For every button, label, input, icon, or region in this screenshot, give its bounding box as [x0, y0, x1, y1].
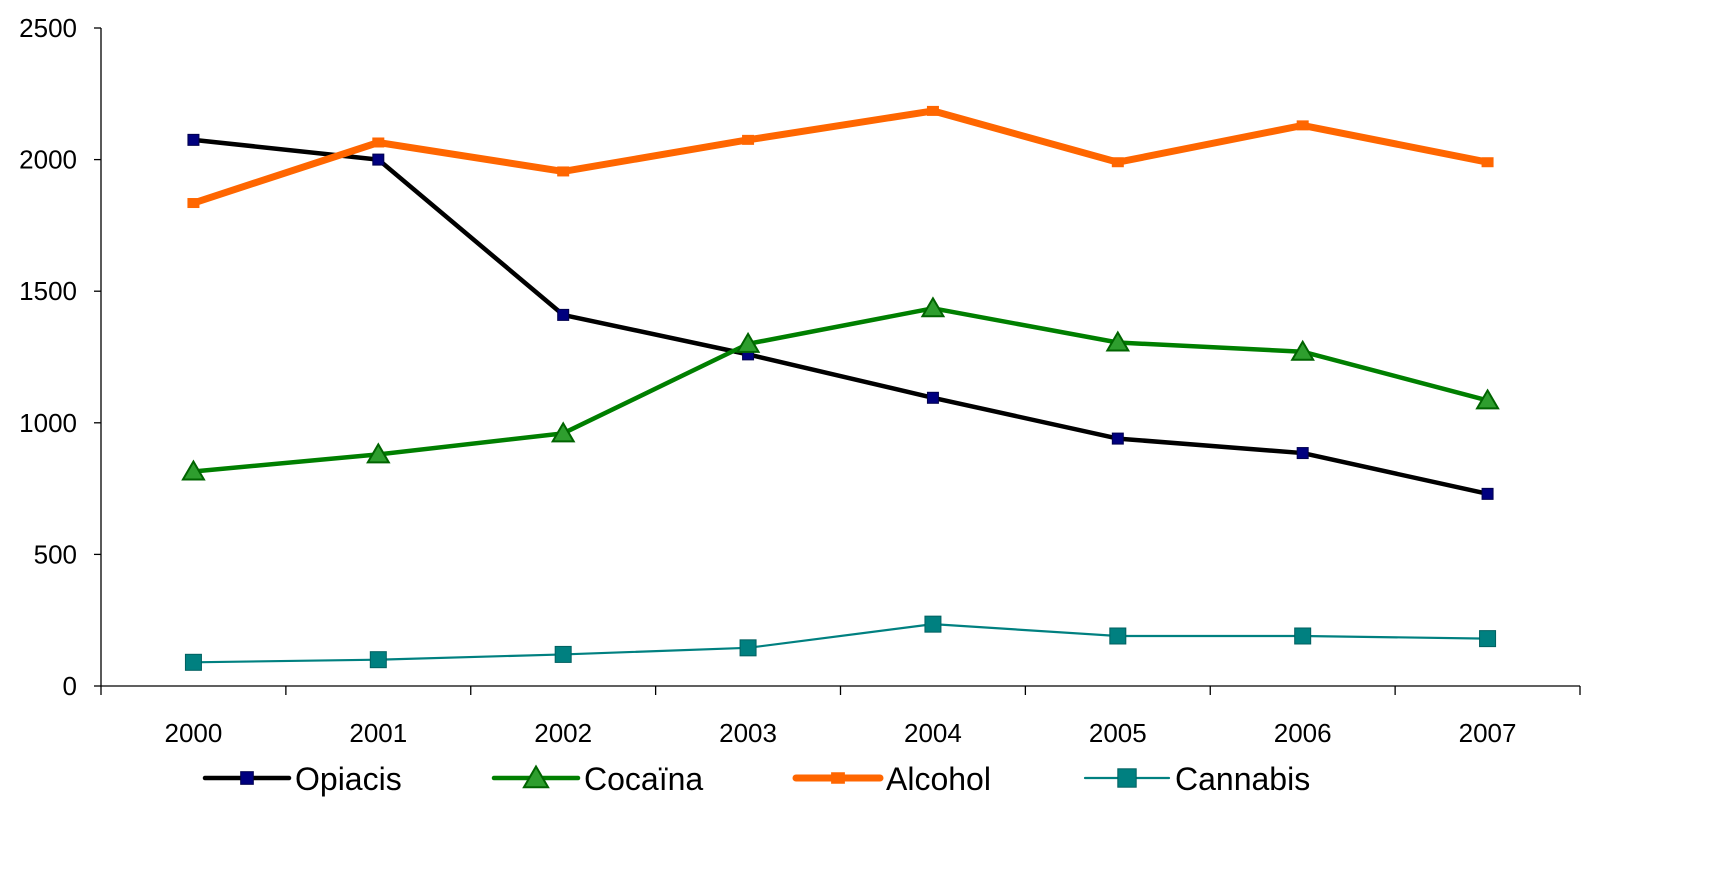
y-tick-label: 2500 [19, 13, 77, 43]
legend-label: Opiacis [295, 761, 402, 797]
data-point-triangle [1290, 339, 1315, 361]
data-point-marker [831, 772, 845, 784]
x-tick-label: 2004 [904, 718, 962, 748]
x-tick-label: 2007 [1459, 718, 1517, 748]
data-point-square [926, 391, 939, 404]
x-tick-label: 2003 [719, 718, 777, 748]
legend-item: Cocaïna [491, 761, 703, 797]
data-point-square [1111, 432, 1124, 445]
data-point-triangle [1105, 330, 1131, 352]
data-point-marker [926, 105, 939, 116]
data-point-triangle [181, 459, 206, 481]
data-point-marker [557, 166, 570, 177]
data-point-square [184, 653, 202, 671]
legend-label: Cannabis [1175, 761, 1310, 797]
legend-item: Alcohol [792, 761, 991, 797]
series-line [192, 623, 1489, 664]
legend-item: Opiacis [202, 761, 402, 797]
x-tick-label: 2000 [165, 718, 223, 748]
x-tick-label: 2006 [1274, 718, 1332, 748]
data-point-square [369, 651, 387, 669]
y-tick-label: 2000 [19, 145, 77, 175]
series-line [189, 107, 1492, 207]
data-point-marker [372, 137, 385, 148]
y-tick-label: 500 [34, 539, 77, 569]
data-point-square [1294, 627, 1312, 645]
data-point-square [1109, 627, 1127, 645]
x-tick-label: 2002 [534, 718, 592, 748]
data-point-square [739, 639, 757, 657]
data-point-marker [1481, 157, 1494, 168]
y-tick-label: 1500 [19, 276, 77, 306]
y-tick-label: 0 [63, 671, 77, 701]
data-point-square [1296, 447, 1309, 460]
data-point-square [187, 133, 200, 146]
series-layer [181, 105, 1500, 671]
data-point-triangle [550, 421, 576, 443]
series-alcohol [187, 105, 1494, 209]
data-point-square [240, 771, 254, 785]
data-point-triangle [735, 331, 761, 353]
legend: Opiacis Cocaïna Alcohol Cannabis [202, 761, 1310, 797]
x-tick-label: 2001 [349, 718, 407, 748]
legend-item: Cannabis [1083, 761, 1310, 797]
data-point-square [1117, 768, 1137, 788]
legend-label: Alcohol [886, 761, 991, 797]
data-point-square [557, 308, 570, 321]
series-cannabis [184, 615, 1497, 671]
data-point-marker [742, 134, 755, 145]
data-point-triangle [522, 764, 550, 789]
y-tick-label: 1000 [19, 408, 77, 438]
data-point-triangle [920, 296, 946, 318]
data-point-square [1481, 487, 1494, 500]
data-point-square [554, 645, 572, 663]
x-tick-label: 2005 [1089, 718, 1147, 748]
series-opiacis [187, 133, 1494, 500]
data-point-marker [1296, 120, 1309, 131]
axes: 0 500 1000 1500 2000 2500 2000 2001 2002 2003 2004… [19, 13, 1581, 748]
data-point-square [1479, 630, 1497, 648]
data-point-triangle [366, 442, 391, 464]
series-cocaina [181, 296, 1500, 481]
data-point-square [372, 153, 385, 166]
series-line [191, 137, 1490, 497]
series-line [191, 306, 1490, 474]
legend-label: Cocaïna [584, 761, 703, 797]
data-point-square [924, 615, 942, 633]
data-point-marker [1111, 157, 1124, 168]
data-point-marker [187, 198, 200, 209]
data-point-triangle [1475, 388, 1500, 410]
